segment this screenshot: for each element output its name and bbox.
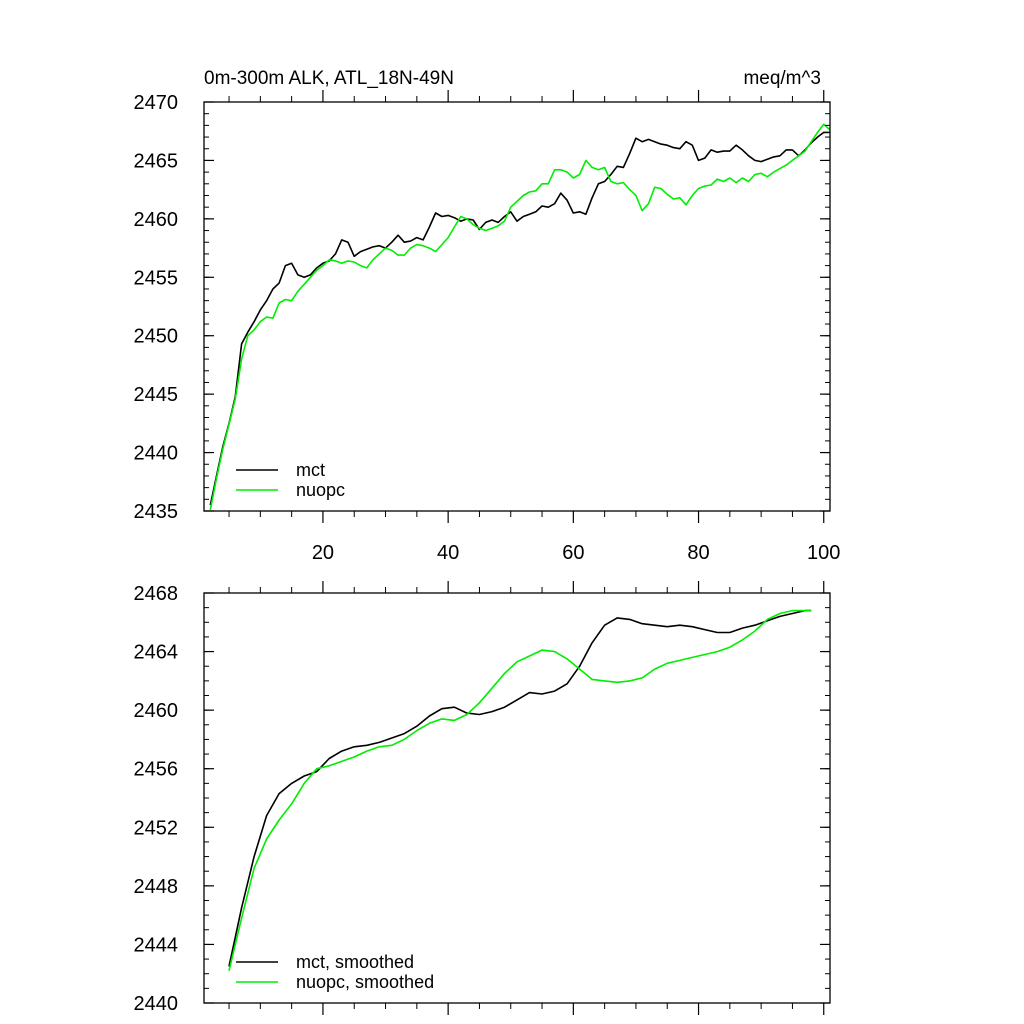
x-tick-label: 100: [807, 542, 840, 564]
legend-label-mct: mct: [296, 460, 325, 480]
series-line-nuopc-smoothed: [228, 609, 812, 971]
y-tick-label: 2464: [134, 642, 179, 664]
y-tick-label: 2445: [134, 384, 179, 406]
x-tick-label: 20: [312, 542, 334, 564]
y-tick-label: 2440: [134, 443, 179, 465]
series-line-nuopc: [209, 123, 831, 510]
y-tick-label: 2452: [134, 817, 179, 839]
legend-label-mct-smoothed: mct, smoothed: [296, 952, 414, 972]
legend: mct nuopc: [236, 460, 345, 500]
y-tick-label: 2455: [134, 267, 179, 289]
x-tick-label: 40: [437, 542, 459, 564]
y-tick-label: 2448: [134, 876, 179, 898]
y-tick-label: 2444: [134, 934, 179, 956]
series-line-mct-smoothed: [228, 609, 812, 967]
y-tick-label: 2460: [134, 700, 179, 722]
top-panel: 0m-300m ALK, ATL_18N-49N meq/m^3 2435 244…: [134, 68, 841, 564]
y-tick-label: 2468: [134, 583, 179, 605]
y-tick-label: 2456: [134, 759, 179, 781]
y-tick-label: 2470: [134, 92, 179, 114]
y-tick-label: 2440: [134, 993, 179, 1015]
x-tick-label: 80: [687, 542, 709, 564]
legend-label-nuopc: nuopc: [296, 480, 345, 500]
y-tick-label: 2450: [134, 326, 179, 348]
x-tick-label: 60: [562, 542, 584, 564]
y-tick-label: 2460: [134, 209, 179, 231]
series-line-mct: [209, 131, 830, 506]
plot-frame: [203, 592, 831, 1004]
units-label: meq/m^3: [743, 68, 821, 89]
legend: mct, smoothed nuopc, smoothed: [236, 952, 434, 992]
plot-frame: [203, 101, 831, 512]
y-tick-label: 2465: [134, 150, 179, 172]
bottom-panel: 2440 2444 2448 2452 2456 2460 2464 2468 mct, sm…: [134, 581, 831, 1015]
chart-title: 0m-300m ALK, ATL_18N-49N: [204, 68, 454, 89]
y-tick-label: 2435: [134, 501, 179, 523]
legend-label-nuopc-smoothed: nuopc, smoothed: [296, 972, 434, 992]
